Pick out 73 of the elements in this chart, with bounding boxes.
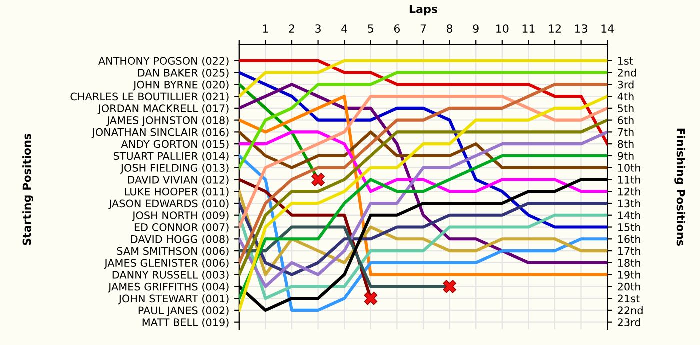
category-label: JORDAN MACKRELL (017) bbox=[98, 104, 229, 114]
y2-tick-label: 1st bbox=[618, 57, 634, 65]
category-label: ED CONNOR (007) bbox=[134, 223, 229, 233]
y2-tick-label: 17th bbox=[618, 247, 640, 255]
category-label: JAMES GLENISTER (006) bbox=[104, 258, 229, 269]
y2-tick-label: 4th bbox=[618, 92, 634, 101]
category-label: CHARLES LE BOUTILLIER (021) bbox=[70, 92, 229, 102]
category-label: PAUL JANES (002) bbox=[138, 306, 229, 317]
category-label: JAMES GRIFFITHS (004) bbox=[108, 282, 229, 293]
line-series bbox=[239, 59, 608, 146]
line-series bbox=[239, 130, 608, 194]
y2-tick-label: 8th bbox=[618, 140, 634, 148]
line-series bbox=[239, 130, 608, 170]
category-label: JOSH FIELDING (013) bbox=[120, 164, 229, 174]
category-label: DANNY RUSSELL (003) bbox=[112, 270, 229, 280]
category-label: SAM SMITHSON (006) bbox=[117, 247, 229, 256]
y2-tick-label: 10th bbox=[618, 164, 640, 172]
x-tick-label: 9 bbox=[473, 24, 479, 33]
y2-axis-title: Finishing Positions bbox=[674, 128, 686, 246]
y2-tick-label: 19th bbox=[618, 270, 640, 279]
y2-tick-label: 13th bbox=[618, 200, 640, 208]
x-tick-label: 6 bbox=[394, 24, 400, 33]
category-label: JOHN BYRNE (020) bbox=[133, 80, 229, 91]
category-label: DAVID VIVIAN (012) bbox=[128, 176, 229, 186]
y2-tick-label: 11th bbox=[618, 176, 640, 184]
y2-tick-label: 12th bbox=[618, 188, 640, 196]
category-label: JONATHAN SINCLAIR (016) bbox=[92, 128, 229, 138]
category-label: JAMES JOHNSTON (018) bbox=[106, 116, 229, 126]
category-label: JASON EDWARDS (010) bbox=[108, 200, 229, 210]
x-axis-title: Laps bbox=[410, 5, 438, 16]
category-label: MATT BELL (019) bbox=[142, 318, 229, 328]
line-series bbox=[239, 214, 608, 300]
x-tick-label: 12 bbox=[549, 24, 561, 33]
y2-tick-label: 22nd bbox=[618, 306, 643, 315]
x-tick-label: 14 bbox=[602, 24, 614, 33]
point bbox=[443, 280, 456, 294]
category-label: JOHN STEWART (001) bbox=[118, 294, 229, 305]
x-tick-label: 1 bbox=[263, 24, 268, 33]
y2-tick-label: 7th bbox=[618, 128, 634, 136]
category-label: LUKE HOOPER (011) bbox=[125, 188, 229, 197]
category-label: STUART PALLIER (014) bbox=[114, 152, 229, 162]
y2-tick-label: 15th bbox=[618, 223, 640, 232]
point bbox=[364, 292, 378, 306]
line-series bbox=[239, 95, 608, 312]
y2-tick-label: 6th bbox=[618, 116, 634, 124]
x-tick-label: 7 bbox=[420, 24, 426, 33]
y2-tick-label: 18th bbox=[618, 258, 640, 268]
y2-tick-label: 23rd bbox=[618, 318, 640, 326]
category-label: ANTHONY POGSON (022) bbox=[98, 56, 229, 66]
point bbox=[312, 173, 325, 186]
x-tick-label: 4 bbox=[342, 24, 348, 33]
y2-tick-label: 20th bbox=[618, 282, 640, 291]
x-tick-label: 13 bbox=[575, 24, 588, 33]
category-label: JOSH NORTH (009) bbox=[132, 211, 229, 222]
category-label: DAVID HOGG (008) bbox=[131, 235, 229, 244]
x-tick-label: 8 bbox=[447, 24, 453, 33]
text: Starting Positions bbox=[22, 134, 34, 246]
line-series bbox=[239, 95, 608, 229]
y2-tick-label: 14th bbox=[618, 211, 640, 220]
y2-tick-label: 9th bbox=[618, 152, 634, 160]
y2-tick-label: 3rd bbox=[618, 80, 634, 89]
x-tick-label: 11 bbox=[522, 24, 535, 33]
x-tick-label: 3 bbox=[316, 24, 321, 33]
y2-tick-label: 16th bbox=[618, 235, 640, 244]
y2-tick-label: 21st bbox=[618, 294, 640, 303]
category-label: ANDY GORTON (015) bbox=[121, 140, 229, 150]
line-series bbox=[239, 71, 608, 170]
x-tick-label: 10 bbox=[496, 24, 509, 33]
category-label: DAN BAKER (025) bbox=[138, 68, 229, 78]
y2-tick-label: 5th bbox=[618, 104, 634, 113]
x-tick-label: 2 bbox=[289, 24, 294, 33]
x-tick-label: 5 bbox=[368, 24, 374, 33]
y2-tick-label: 2nd bbox=[618, 68, 636, 77]
